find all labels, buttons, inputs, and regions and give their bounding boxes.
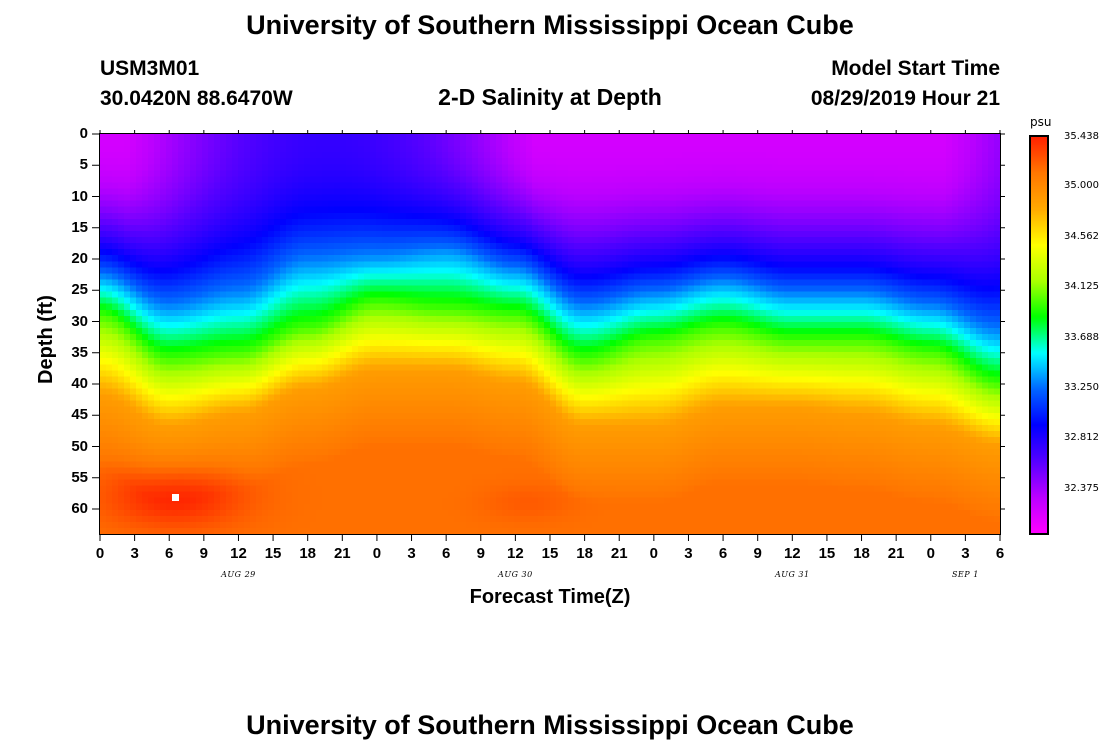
- x-tick-label: 21: [610, 545, 628, 562]
- day-label: AUG 29: [221, 570, 256, 579]
- model-start-time: 08/29/2019 Hour 21: [810, 87, 1000, 110]
- y-tick-label: 25: [71, 281, 88, 299]
- x-axis-label: Forecast Time(Z): [469, 586, 631, 608]
- footer-title: University of Southern Mississippi Ocean…: [246, 710, 854, 740]
- colorbar-unit: psu: [1030, 115, 1052, 129]
- colorbar: [1029, 135, 1049, 535]
- colorbar-tick-label: 35.000: [1064, 180, 1099, 192]
- x-tick-label: 12: [507, 545, 524, 562]
- y-tick-label: 60: [71, 500, 88, 517]
- station-coords: 30.0420N 88.6470W: [100, 87, 293, 110]
- colorbar-tick-label: 34.125: [1064, 281, 1099, 293]
- y-axis-label: Depth (ft): [35, 295, 57, 384]
- x-tick-label: 12: [230, 545, 247, 562]
- y-tick-label: 50: [71, 437, 88, 455]
- x-tick-label: 15: [541, 545, 559, 562]
- x-tick-label: 3: [961, 545, 970, 562]
- x-tick-label: 15: [818, 545, 836, 562]
- x-tick-label: 3: [684, 545, 693, 562]
- x-tick-label: 18: [576, 545, 593, 562]
- colorbar-tick-label: 33.250: [1064, 382, 1099, 394]
- plot-title: 2-D Salinity at Depth: [438, 84, 662, 110]
- heatmap-plot-area: [99, 133, 1001, 535]
- x-tick-label: 9: [199, 545, 209, 562]
- x-tick-label: 18: [853, 545, 870, 562]
- x-tick-label: 0: [95, 545, 105, 562]
- y-tick-label: 40: [71, 375, 88, 392]
- y-tick-label: 0: [79, 125, 88, 142]
- max-salinity-marker: [172, 493, 179, 501]
- model-start-label: Model Start Time: [831, 57, 1000, 80]
- y-tick-label: 15: [71, 218, 88, 236]
- y-tick-label: 45: [71, 406, 88, 424]
- x-tick-label: 12: [783, 545, 801, 562]
- y-tick-label: 35: [71, 343, 88, 361]
- x-tick-label: 6: [165, 545, 174, 562]
- x-tick-label: 21: [887, 545, 905, 562]
- salinity-heatmap: [100, 134, 1000, 534]
- x-tick-label: 6: [718, 545, 728, 562]
- x-tick-label: 3: [130, 545, 139, 562]
- day-label: AUG 30: [498, 570, 533, 579]
- x-tick-label: 6: [995, 545, 1005, 562]
- y-tick-label: 55: [71, 468, 88, 486]
- x-tick-label: 15: [264, 545, 282, 562]
- colorbar-tick-label: 35.438: [1064, 131, 1099, 142]
- day-label: AUG 31: [774, 570, 810, 579]
- colorbar-tick-label: 34.562: [1064, 230, 1099, 242]
- y-tick-label: 30: [71, 312, 88, 330]
- x-tick-label: 6: [441, 545, 451, 562]
- x-tick-label: 9: [476, 545, 485, 562]
- x-tick-label: 3: [407, 545, 416, 562]
- station-id: USM3M01: [100, 57, 200, 80]
- y-tick-label: 5: [79, 156, 88, 174]
- x-tick-label: 21: [333, 545, 351, 562]
- colorbar-tick-label: 32.375: [1064, 482, 1099, 494]
- x-tick-label: 0: [649, 545, 659, 562]
- y-tick-label: 20: [71, 250, 88, 267]
- x-tick-label: 9: [753, 545, 762, 562]
- x-tick-label: 0: [372, 545, 382, 562]
- x-tick-label: 18: [299, 545, 317, 562]
- y-tick-label: 10: [71, 187, 88, 205]
- colorbar-gradient: [1031, 137, 1047, 533]
- chart-title: University of Southern Mississippi Ocean…: [246, 10, 854, 40]
- x-tick-label: 0: [926, 545, 935, 562]
- colorbar-tick-label: 33.688: [1064, 331, 1099, 343]
- colorbar-tick-label: 32.812: [1064, 432, 1099, 444]
- day-label: SEP 1: [951, 570, 979, 579]
